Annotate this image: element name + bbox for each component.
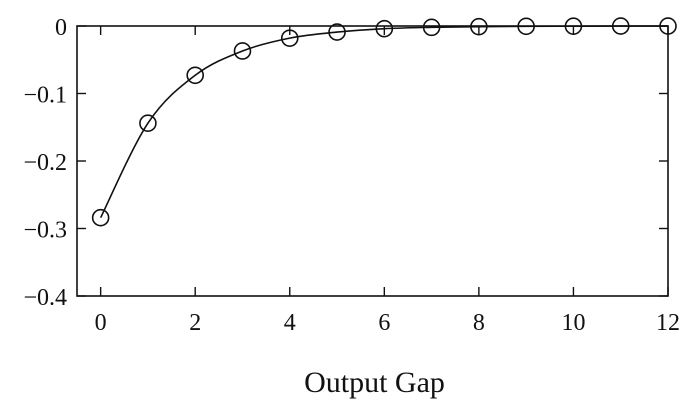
x-tick-label: 0 xyxy=(95,310,107,336)
x-tick-label: 6 xyxy=(378,310,390,336)
data-point-marker xyxy=(139,114,157,132)
x-axis-title: Output Gap xyxy=(304,366,445,399)
data-point-marker xyxy=(91,208,110,227)
y-tick-label: −0.2 xyxy=(23,150,67,176)
data-point-marker xyxy=(422,18,441,37)
data-point-marker xyxy=(328,23,346,41)
tick-labels-layer: 0 2 4 6 8 10 12 0 −0.1 −0.2 −0.3 −0.4 xyxy=(23,15,680,336)
data-point-marker xyxy=(233,42,252,60)
x-tick-label: 4 xyxy=(284,310,296,336)
x-tick-label: 2 xyxy=(189,310,201,336)
y-tick-label: −0.3 xyxy=(23,218,67,244)
x-tick-label: 12 xyxy=(656,310,680,336)
data-point-marker xyxy=(186,66,204,85)
plot-frame xyxy=(76,25,669,297)
x-tick-label: 10 xyxy=(561,310,585,336)
y-tick-label: 0 xyxy=(55,15,67,41)
x-tick-label: 8 xyxy=(473,310,485,336)
series-line xyxy=(99,25,669,219)
ticks-layer xyxy=(77,25,669,297)
y-tick-label: −0.1 xyxy=(23,83,67,109)
series-layer xyxy=(91,17,677,227)
data-point-marker xyxy=(375,19,394,38)
y-tick-label: −0.4 xyxy=(23,285,67,311)
data-point-marker xyxy=(280,29,299,47)
